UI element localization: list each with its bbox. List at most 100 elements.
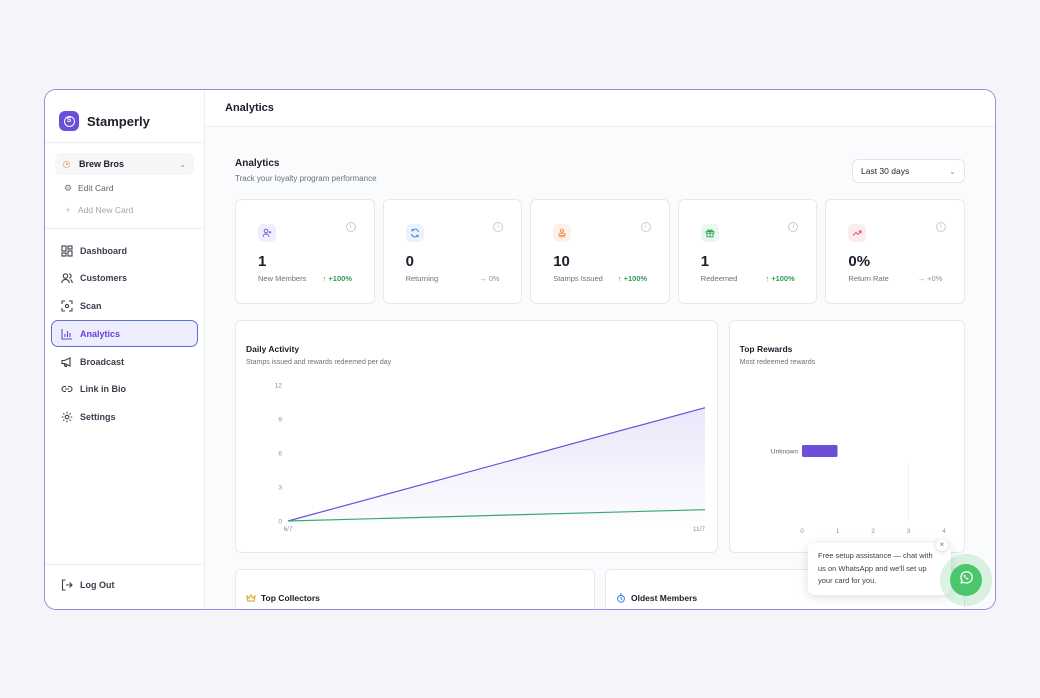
stat-value: 0 (405, 253, 414, 270)
scan-icon (60, 299, 74, 313)
info-icon[interactable]: i (640, 222, 651, 232)
store-selector[interactable]: Brew Bros ⌄ (55, 153, 194, 175)
stat-delta: ↑ +100% (765, 274, 795, 283)
stat-value: 1 (258, 253, 267, 270)
daily-activity-chart: 0 3 6 9 12 6/7 11/7 (275, 383, 706, 534)
stopwatch-icon (616, 593, 626, 603)
stat-card-return-rate: i 0% Return Rate → +0% (825, 199, 965, 304)
brand-divider (45, 142, 204, 143)
app-name: Stamperly (87, 113, 150, 129)
brand[interactable]: S Stamperly (45, 100, 204, 142)
edit-card-link[interactable]: ⚙ Edit Card (45, 177, 204, 199)
top-rewards-card: Top Rewards Most redeemed rewards Unknow… (728, 320, 965, 553)
link-icon (60, 382, 74, 396)
stat-delta: → +0% (917, 274, 943, 283)
top-collectors-card: Top Collectors (235, 569, 595, 609)
daily-activity-title: Daily Activity (246, 344, 300, 354)
add-new-card-link[interactable]: + Add New Card (45, 199, 204, 221)
stat-value: 1 (700, 253, 710, 270)
whatsapp-message: Free setup assistance — chat with us on … (818, 551, 933, 585)
x-tick-label: 4 (942, 528, 946, 535)
y-tick-label: 0 (278, 519, 282, 526)
gear-icon: ⚙ (63, 182, 73, 193)
stat-value: 0% (848, 253, 871, 270)
sidebar-item-analytics[interactable]: Analytics (51, 320, 198, 348)
stats-row: i 1 New Members ↑ +100% i 0 Returning (235, 199, 965, 304)
date-range-select[interactable]: Last 30 days ⌄ (852, 159, 965, 183)
sidebar-item-scan[interactable]: Scan (51, 293, 198, 320)
gift-icon (700, 224, 719, 242)
oldest-members-title: Oldest Members (631, 593, 698, 603)
sidebar-item-label: Settings (80, 412, 116, 423)
users-icon (60, 271, 74, 285)
reward-bar (801, 445, 838, 457)
series-line (287, 509, 706, 522)
top-collectors-title: Top Collectors (261, 593, 320, 603)
sidebar-item-label: Dashboard (80, 245, 128, 256)
gear-icon (60, 410, 74, 424)
edit-card-label: Edit Card (78, 183, 114, 193)
top-rewards-title: Top Rewards (739, 344, 793, 354)
info-icon[interactable]: i (493, 222, 504, 232)
sidebar-item-label: Analytics (80, 328, 121, 339)
store-divider (45, 228, 204, 229)
refresh-icon (405, 224, 424, 242)
category-label: Unknown (771, 449, 798, 456)
x-tick-label: 11/7 (693, 526, 706, 533)
sidebar-item-label: Customers (80, 273, 128, 284)
sidebar-item-settings[interactable]: Settings (51, 404, 198, 431)
header-title: Analytics (225, 102, 274, 114)
stat-card-returning: i 0 Returning → 0% (382, 199, 523, 304)
logout-icon (60, 578, 74, 592)
whatsapp-icon (958, 570, 974, 591)
sidebar: S Stamperly Brew Bros ⌄ ⚙ Edit Card + Ad… (45, 90, 205, 609)
page-subtitle: Track your loyalty program performance (235, 174, 377, 183)
bar-chart-icon (60, 327, 74, 341)
sidebar-item-dashboard[interactable]: Dashboard (51, 237, 198, 264)
daily-activity-subtitle: Stamps issued and rewards redeemed per d… (246, 359, 392, 366)
info-icon[interactable]: i (345, 222, 356, 232)
store-name: Brew Bros (79, 159, 125, 169)
page-header: Analytics (205, 90, 995, 127)
stat-label: Return Rate (848, 274, 889, 283)
close-icon[interactable]: × (936, 539, 948, 551)
logout-button[interactable]: Log Out (51, 571, 198, 598)
sidebar-item-broadcast[interactable]: Broadcast (51, 348, 198, 375)
stat-delta: ↑ +100% (322, 274, 352, 283)
logout-label: Log Out (80, 579, 115, 590)
stamp-icon (553, 224, 572, 242)
y-tick-label: 12 (275, 383, 283, 390)
stat-label: Redeemed (700, 274, 738, 283)
series-area (288, 407, 705, 521)
stat-card-stamps-issued: i 10 Stamps Issued ↑ +100% (530, 199, 670, 304)
store-icon (63, 160, 70, 168)
y-tick-label: 6 (278, 451, 282, 458)
user-plus-icon (258, 224, 276, 242)
x-tick-label: 2 (871, 528, 875, 535)
logout-area: Log Out (51, 571, 198, 599)
stat-label: Returning (405, 274, 439, 283)
info-icon[interactable]: i (788, 222, 799, 232)
chevron-down-icon: ⌄ (949, 166, 956, 176)
sidebar-nav: Dashboard Customers Scan Analytics (45, 237, 204, 431)
stat-label: Stamps Issued (553, 274, 603, 283)
stat-value: 10 (553, 253, 570, 270)
stat-card-new-members: i 1 New Members ↑ +100% (235, 199, 375, 304)
sidebar-item-label: Broadcast (80, 356, 125, 367)
y-tick-label: 3 (278, 485, 282, 492)
logout-divider (45, 564, 204, 565)
stat-delta: → 0% (479, 274, 500, 283)
sidebar-item-customers[interactable]: Customers (51, 265, 198, 292)
whatsapp-tooltip: Free setup assistance — chat with us on … (808, 543, 951, 595)
sidebar-item-link-in-bio[interactable]: Link in Bio (51, 376, 198, 403)
info-icon[interactable]: i (935, 222, 946, 232)
stat-delta: ↑ +100% (617, 274, 648, 283)
x-tick-label: 0 (800, 528, 804, 535)
trending-up-icon (848, 224, 867, 242)
x-tick-label: 1 (835, 528, 839, 535)
plus-icon: + (65, 205, 71, 215)
whatsapp-button[interactable] (950, 564, 982, 596)
top-rewards-subtitle: Most redeemed rewards (739, 359, 816, 366)
stat-card-redeemed: i 1 Redeemed ↑ +100% (677, 199, 818, 304)
add-new-card-label: Add New Card (78, 205, 134, 215)
